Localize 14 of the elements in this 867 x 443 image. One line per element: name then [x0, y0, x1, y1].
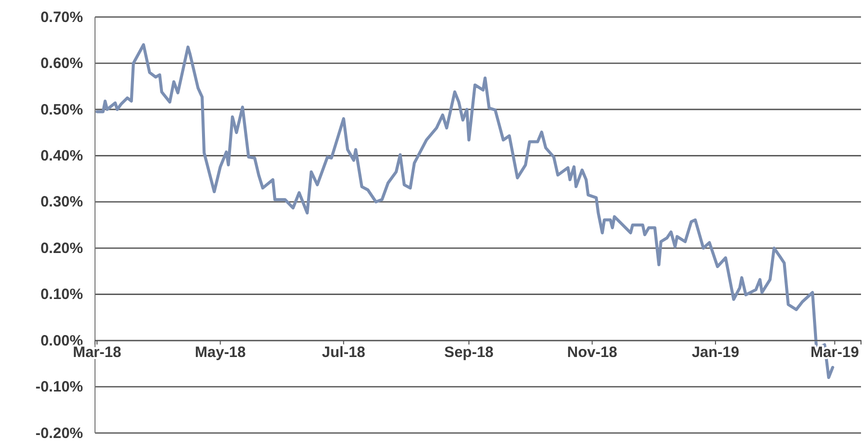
y-tick-label: 0.70%	[40, 8, 83, 26]
x-tick-label: Jan-19	[692, 344, 740, 362]
x-tick-label: Nov-18	[567, 344, 618, 362]
y-tick-label: 0.20%	[40, 240, 83, 257]
y-tick-label: 0.50%	[40, 101, 83, 118]
y-tick-label: -0.20%	[35, 424, 83, 442]
y-tick-label: 0.40%	[40, 147, 83, 164]
x-tick-label: Sep-18	[444, 344, 494, 362]
x-tick-label: May-18	[194, 344, 246, 362]
y-tick-label: 0.10%	[40, 286, 83, 304]
y-tick-label: -0.10%	[35, 378, 83, 396]
y-tick-label: 0.60%	[40, 55, 83, 72]
x-tick-label: Jul-18	[322, 344, 366, 362]
y-tick-label: 0.30%	[40, 194, 83, 211]
